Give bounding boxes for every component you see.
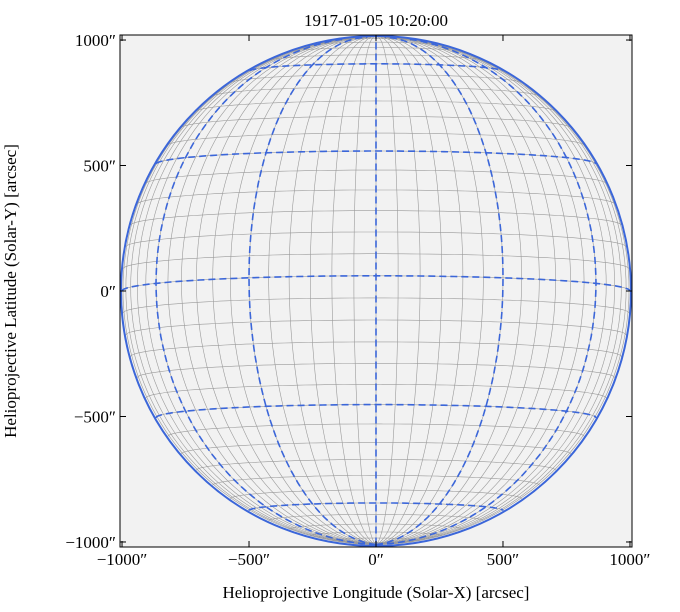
y-tick-label: 1000″ (75, 31, 116, 50)
y-tick-label: 500″ (83, 157, 116, 176)
y-tick-label: 0″ (100, 282, 116, 301)
x-tick-label: −1000″ (97, 550, 148, 569)
x-tick-label: 1000″ (609, 550, 650, 569)
y-tick-label: −1000″ (65, 533, 116, 552)
y-tick-label: −500″ (74, 407, 116, 426)
y-axis-label: Helioprojective Latitude (Solar-Y) [arcs… (1, 144, 20, 438)
x-axis-label: Helioprojective Longitude (Solar-X) [arc… (223, 583, 530, 602)
chart-title: 1917-01-05 10:20:00 (304, 11, 448, 30)
x-tick-label: 0″ (368, 550, 384, 569)
chart: 1917-01-05 10:20:00 Helioprojective Long… (0, 0, 680, 607)
x-tick-label: 500″ (487, 550, 520, 569)
x-tick-label: −500″ (228, 550, 270, 569)
